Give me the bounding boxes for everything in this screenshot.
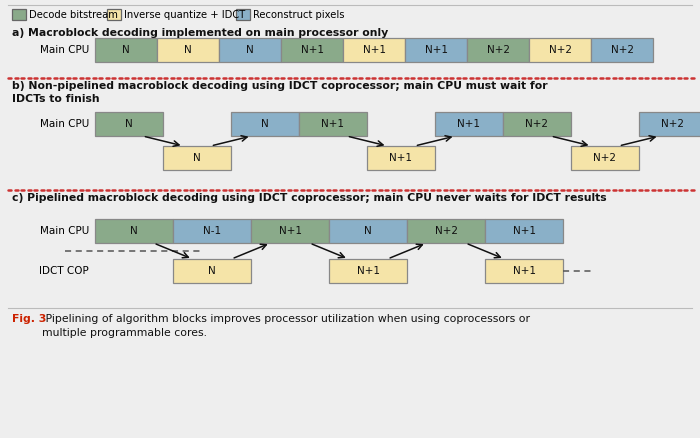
Text: N+1: N+1 <box>356 266 379 276</box>
Text: N+2: N+2 <box>526 119 549 129</box>
Text: N+1: N+1 <box>458 119 480 129</box>
Bar <box>529 38 591 62</box>
Bar <box>95 112 163 136</box>
Bar <box>407 219 485 243</box>
Text: Fig. 3: Fig. 3 <box>12 314 46 324</box>
Text: Reconstruct pixels: Reconstruct pixels <box>253 10 344 20</box>
Bar <box>231 112 299 136</box>
Text: Inverse quantize + IDCT: Inverse quantize + IDCT <box>124 10 245 20</box>
Text: Main CPU: Main CPU <box>40 226 89 236</box>
Text: N: N <box>184 45 192 55</box>
Text: Pipelining of algorithm blocks improves processor utilization when using coproce: Pipelining of algorithm blocks improves … <box>42 314 530 338</box>
Text: N+1: N+1 <box>389 153 412 163</box>
Bar <box>95 38 157 62</box>
Bar <box>281 38 343 62</box>
Text: N: N <box>122 45 130 55</box>
Bar <box>435 112 503 136</box>
Bar <box>95 219 173 243</box>
Text: N: N <box>261 119 269 129</box>
Bar <box>251 219 329 243</box>
Bar <box>236 9 250 20</box>
Text: b) Non-pipelined macroblock decoding using IDCT coprocessor; main CPU must wait : b) Non-pipelined macroblock decoding usi… <box>12 81 547 104</box>
Text: N+2: N+2 <box>486 45 510 55</box>
Text: N-1: N-1 <box>203 226 221 236</box>
Bar <box>485 259 563 283</box>
Bar <box>503 112 571 136</box>
Bar <box>485 219 563 243</box>
Bar <box>163 146 231 170</box>
Bar <box>107 9 121 20</box>
Text: N+1: N+1 <box>321 119 344 129</box>
Bar <box>299 112 367 136</box>
Bar <box>571 146 639 170</box>
Text: N: N <box>130 226 138 236</box>
Bar <box>639 112 700 136</box>
Bar <box>329 219 407 243</box>
Text: N+1: N+1 <box>512 266 536 276</box>
Bar <box>467 38 529 62</box>
Text: N+2: N+2 <box>435 226 458 236</box>
Text: N: N <box>125 119 133 129</box>
Bar <box>219 38 281 62</box>
Bar <box>173 259 251 283</box>
Bar <box>591 38 653 62</box>
Text: N+1: N+1 <box>512 226 536 236</box>
Text: N: N <box>364 226 372 236</box>
Bar <box>343 38 405 62</box>
Text: N: N <box>246 45 254 55</box>
Bar <box>173 219 251 243</box>
Text: Main CPU: Main CPU <box>40 45 89 55</box>
Text: N+1: N+1 <box>424 45 447 55</box>
Text: N: N <box>208 266 216 276</box>
Text: N+2: N+2 <box>662 119 685 129</box>
Text: c) Pipelined macroblock decoding using IDCT coprocessor; main CPU never waits fo: c) Pipelined macroblock decoding using I… <box>12 193 607 203</box>
Text: N+2: N+2 <box>594 153 617 163</box>
Text: N+1: N+1 <box>279 226 302 236</box>
Text: Decode bitstream: Decode bitstream <box>29 10 118 20</box>
Bar <box>405 38 467 62</box>
Bar <box>157 38 219 62</box>
Text: N+1: N+1 <box>363 45 386 55</box>
Bar <box>12 9 26 20</box>
Text: N+2: N+2 <box>549 45 571 55</box>
Text: a) Macroblock decoding implemented on main processor only: a) Macroblock decoding implemented on ma… <box>12 28 388 38</box>
Text: N+2: N+2 <box>610 45 634 55</box>
Bar <box>367 146 435 170</box>
Text: N+1: N+1 <box>300 45 323 55</box>
Text: N: N <box>193 153 201 163</box>
Text: IDCT COP: IDCT COP <box>39 266 89 276</box>
Bar <box>329 259 407 283</box>
Text: Main CPU: Main CPU <box>40 119 89 129</box>
